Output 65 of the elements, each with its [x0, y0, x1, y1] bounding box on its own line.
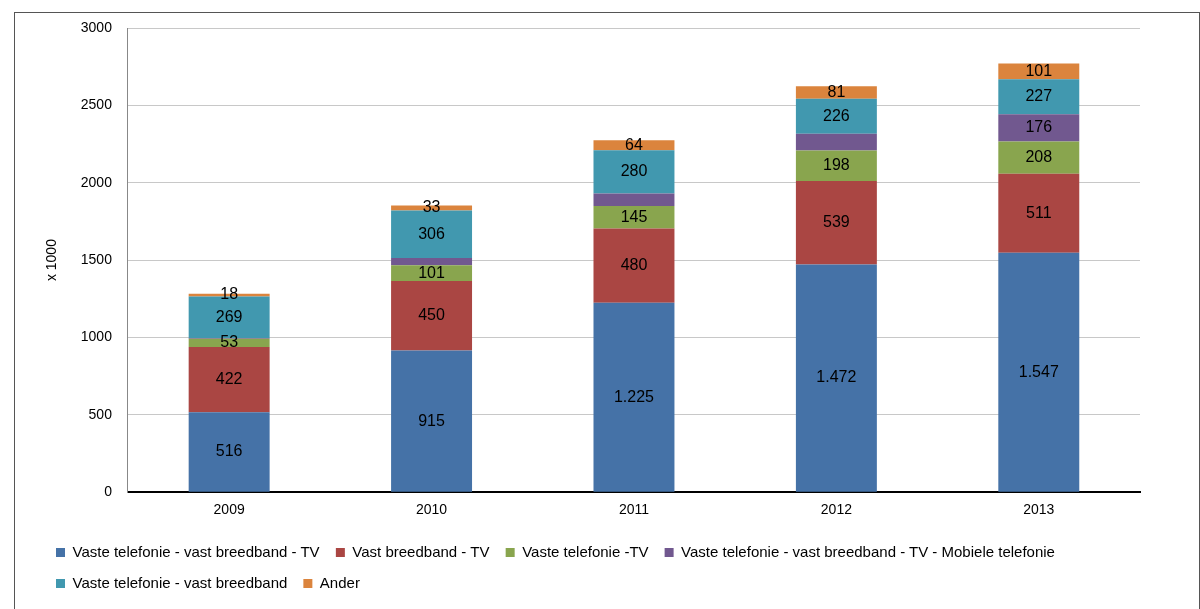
- bar: [391, 257, 473, 266]
- bar: [391, 350, 473, 492]
- data-label: 64: [625, 135, 643, 153]
- data-label: 450: [418, 306, 446, 324]
- y-axis-title: x 1000: [43, 238, 60, 282]
- bar: [188, 347, 270, 413]
- data-label: 539: [823, 213, 850, 231]
- y-tick-label: 3000: [80, 18, 113, 35]
- data-label: 208: [1025, 148, 1053, 166]
- data-label: 198: [823, 156, 850, 174]
- data-label: 1.225: [613, 387, 655, 405]
- x-tick-label: 2010: [415, 501, 448, 518]
- y-tick-label: 2500: [80, 96, 113, 113]
- y-tick-label: 500: [88, 405, 113, 422]
- bar: [593, 150, 675, 194]
- data-label: 81: [827, 83, 846, 101]
- x-tick-label: 2012: [820, 501, 853, 518]
- data-label: 227: [1025, 87, 1053, 105]
- y-tick-label: 1500: [80, 250, 113, 267]
- data-label: 306: [418, 224, 446, 242]
- legend-label: Vaste telefonie -TV: [522, 542, 649, 560]
- legend-label: Vast breedband - TV: [352, 542, 490, 560]
- data-label: 145: [620, 207, 648, 225]
- bar: [998, 79, 1080, 115]
- bar: [998, 114, 1080, 142]
- bar: [795, 264, 877, 492]
- bar: [795, 133, 877, 151]
- x-tick-label: 2011: [618, 501, 650, 518]
- data-label: 176: [1025, 118, 1053, 136]
- legend-label: Vaste telefonie - vast breedband - TV: [72, 542, 320, 560]
- bar: [593, 193, 675, 206]
- data-label: 101: [418, 263, 446, 281]
- bar: [795, 86, 877, 99]
- bar: [795, 98, 877, 134]
- bar: [795, 150, 877, 182]
- bar: [998, 173, 1080, 253]
- legend-label: Vaste telefonie - vast breedband - TV - Mobiele telefonie: [681, 542, 1055, 560]
- legend-label: Vaste telefonie - vast breedband: [72, 573, 288, 591]
- y-tick-label: 2000: [80, 173, 113, 190]
- data-label: 1.547: [1018, 362, 1059, 380]
- y-tick-label: 1000: [80, 328, 113, 345]
- bar: [593, 228, 675, 303]
- x-tick-label: 2009: [213, 501, 245, 518]
- bar: [391, 210, 473, 258]
- data-label: 101: [1025, 61, 1053, 79]
- data-label: 915: [418, 411, 446, 429]
- data-label: 226: [823, 106, 850, 124]
- bar: [593, 302, 675, 492]
- bar: [188, 412, 270, 492]
- bar: [795, 181, 877, 265]
- data-label: 422: [215, 370, 243, 388]
- bar: [391, 280, 473, 351]
- legend-label: Ander: [319, 573, 360, 591]
- data-label: 516: [215, 442, 243, 460]
- data-label: 511: [1026, 203, 1052, 221]
- y-tick-label: 0: [104, 483, 113, 500]
- bar: [998, 252, 1080, 492]
- data-label: 1.472: [816, 368, 857, 386]
- bar: [391, 265, 473, 281]
- data-label: 480: [620, 255, 648, 273]
- data-label: 269: [215, 307, 243, 325]
- bar: [998, 141, 1080, 174]
- x-tick-label: 2013: [1023, 501, 1055, 518]
- data-label: 280: [620, 162, 648, 180]
- data-label: 53: [220, 333, 239, 351]
